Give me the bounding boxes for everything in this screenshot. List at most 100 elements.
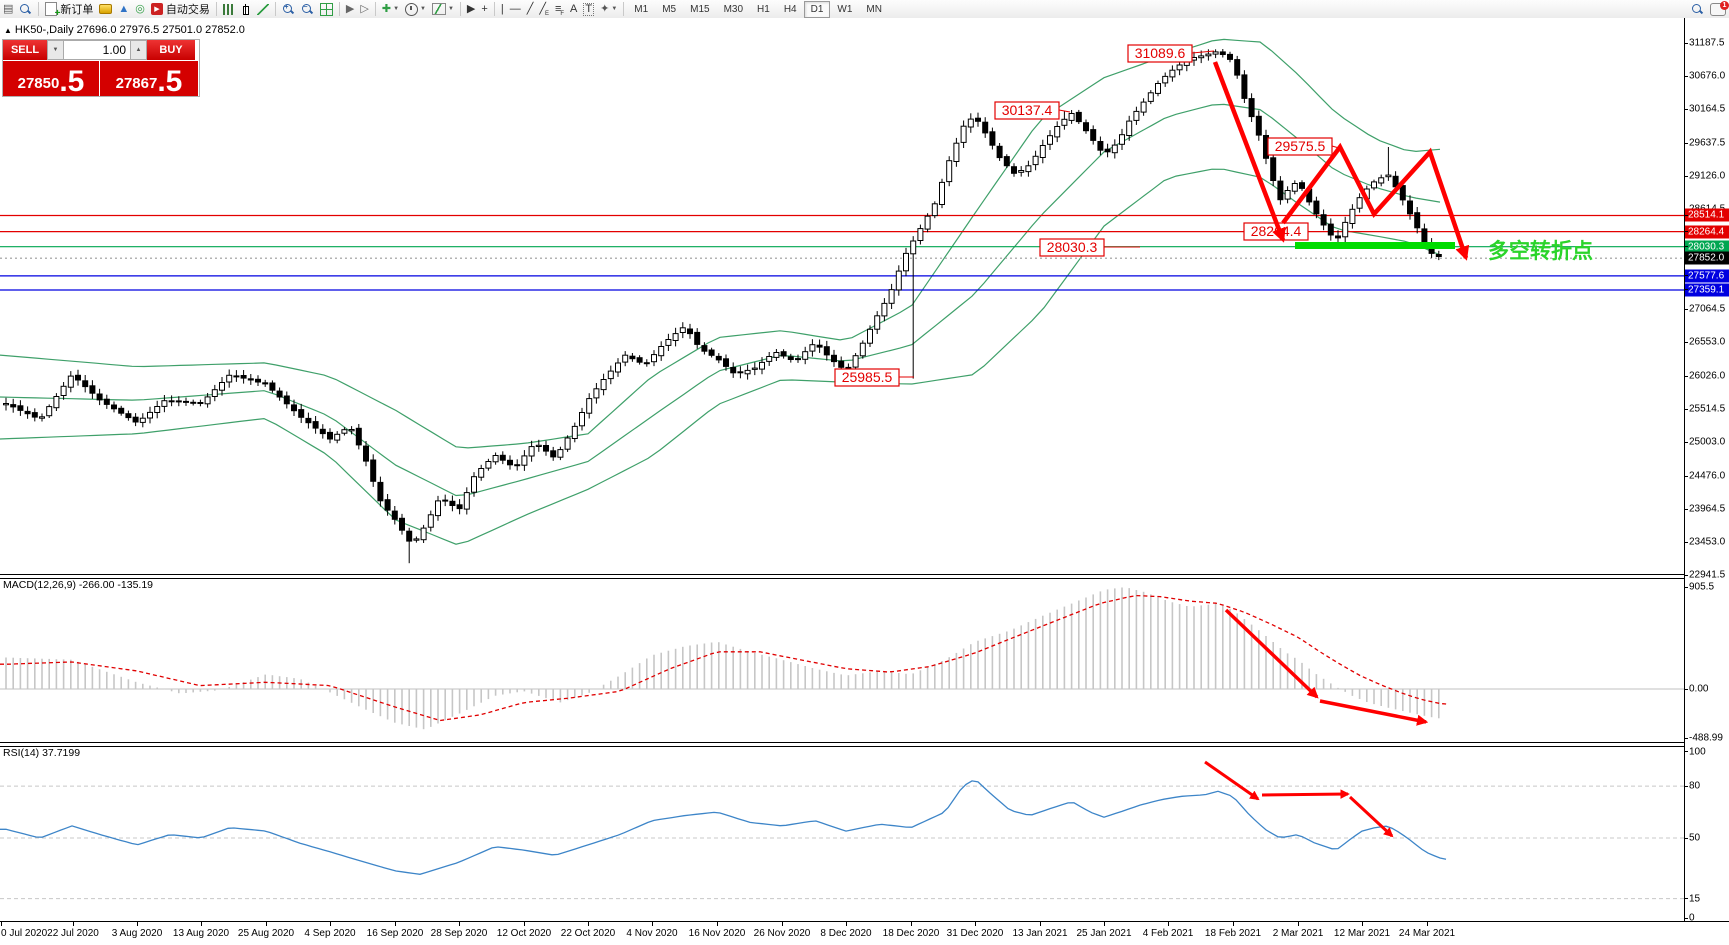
trend-arrow[interactable] — [1281, 142, 1470, 261]
candle-body — [348, 429, 355, 432]
upload-icon[interactable]: ▲ — [115, 1, 132, 17]
text-icon[interactable]: A — [567, 1, 580, 17]
candle-body — [96, 393, 103, 401]
price-tag-27577.6: 27577.6 — [1685, 269, 1729, 283]
templates-icon[interactable]: ▼ — [429, 1, 457, 17]
trend-arrow[interactable] — [1212, 61, 1286, 243]
rsi-trend-arrow[interactable] — [1261, 789, 1350, 799]
signal-icon[interactable]: ◎ — [132, 1, 148, 17]
channel-icon[interactable]: ╱ E — [536, 1, 552, 17]
price-callout-box[interactable] — [1267, 137, 1333, 156]
candle-body — [53, 396, 60, 409]
candlestick-mode-icon[interactable] — [237, 1, 254, 17]
bar-chart-mode-icon[interactable] — [220, 1, 237, 17]
trendline-icon[interactable]: ╱ — [524, 1, 537, 17]
indicators-icon[interactable]: ✚ ▼ — [379, 1, 402, 17]
zoom-out-icon[interactable]: − — [298, 1, 317, 17]
support-highlight-bar[interactable] — [1295, 242, 1455, 249]
macd-panel[interactable] — [0, 578, 1684, 743]
toolbar-separator — [623, 2, 625, 16]
horizontal-line-icon[interactable]: — — [507, 1, 524, 17]
price-callout-box[interactable] — [1039, 238, 1105, 257]
candle-body — [111, 404, 117, 410]
sell-button[interactable]: SELL — [3, 40, 47, 60]
candle-body — [593, 388, 600, 399]
panel-separator[interactable] — [0, 742, 1729, 747]
turning-point-annotation[interactable]: 多空转折点 — [1488, 239, 1593, 263]
axis-tick — [1427, 922, 1428, 926]
macd-trend-arrow[interactable] — [1224, 608, 1319, 699]
crosshair-icon[interactable]: + — [478, 1, 490, 17]
periods-icon[interactable]: ▼ — [402, 1, 429, 17]
candle-body — [1111, 144, 1118, 154]
timeframe-MN[interactable]: MN — [866, 3, 882, 15]
axis-tick — [588, 922, 589, 926]
vertical-line-icon[interactable]: | — [498, 1, 507, 17]
price-callout-box[interactable] — [834, 368, 900, 387]
candle-body — [60, 385, 67, 396]
candle-body — [723, 358, 729, 367]
volume-decrease-button[interactable]: ▼ — [47, 40, 64, 60]
timeframe-H1[interactable]: H1 — [757, 3, 770, 15]
search-icon[interactable] — [1688, 1, 1707, 17]
timeframe-M1[interactable]: M1 — [634, 3, 649, 15]
timeframe-W1[interactable]: W1 — [837, 3, 853, 15]
timeframe-H4[interactable]: H4 — [783, 3, 797, 15]
date-label: 24 Mar 2021 — [1398, 928, 1456, 939]
date-label: 18 Dec 2020 — [882, 928, 940, 939]
buy-button[interactable]: BUY — [147, 40, 195, 60]
tile-windows-icon[interactable] — [317, 1, 336, 17]
chat-icon[interactable]: 1 — [1707, 0, 1729, 17]
timeframe-M30[interactable]: M30 — [723, 3, 744, 15]
macd-trend-arrow[interactable] — [1319, 699, 1429, 726]
candle-body — [463, 492, 470, 510]
candle-body — [528, 446, 535, 457]
main-price-chart[interactable]: 31089.630137.429575.528264.428030.325985… — [0, 18, 1684, 574]
candle-body — [514, 464, 521, 467]
auto-scroll-icon[interactable]: ▶ — [343, 1, 357, 17]
candle-body — [492, 455, 499, 463]
timeframe-D1[interactable]: D1 — [803, 0, 831, 18]
timeframe-M5[interactable]: M5 — [662, 3, 677, 15]
volume-increase-button[interactable]: ▲ — [130, 40, 147, 60]
volume-input[interactable] — [64, 40, 130, 60]
candle-body — [1140, 101, 1147, 113]
collapse-panel-icon[interactable]: ▲ — [4, 26, 12, 35]
timeframe-M15[interactable]: M15 — [690, 3, 710, 15]
templates-icon — [431, 3, 446, 15]
candle-body — [298, 409, 305, 418]
shapes-icon[interactable]: ✦ ▼ — [597, 1, 620, 17]
price-callout-box[interactable] — [994, 101, 1060, 120]
candle-body — [787, 356, 794, 360]
axis-tick — [73, 922, 74, 926]
new-chart-icon[interactable]: ▤ — [0, 1, 16, 17]
zoom-in-icon[interactable]: + — [279, 1, 298, 17]
axis-tick-label: 80 — [1689, 780, 1701, 792]
price-callout-box[interactable] — [1127, 44, 1193, 63]
cursor-icon[interactable]: ▶ — [464, 1, 478, 17]
candlestick-mode-icon — [240, 3, 251, 15]
autotrade-button[interactable]: ▶ 自动交易 — [148, 1, 213, 17]
gold-icon[interactable] — [96, 1, 115, 17]
chart-window[interactable]: ▲ HK50-,Daily 27696.0 27976.5 27501.0 278… — [0, 18, 1729, 945]
new-order-button[interactable]: 新订单 — [42, 1, 96, 19]
buy-price[interactable]: 27867.5 — [100, 61, 198, 96]
pan el-separator[interactable] — [0, 574, 1729, 579]
chart-shift-icon: ▷ — [360, 2, 369, 15]
date-label: 4 Feb 2021 — [1142, 928, 1194, 939]
chart-profiles-icon[interactable] — [16, 1, 35, 17]
label-icon[interactable]: T — [580, 1, 597, 17]
rsi-panel[interactable] — [0, 745, 1684, 921]
time-axis[interactable]: 0 Jul 2020 22 Jul 2020 3 Aug 2020 13 Aug 20… — [0, 921, 1729, 945]
rsi-trend-arrow[interactable] — [1204, 760, 1260, 801]
candle-body — [399, 517, 405, 531]
chart-shift-icon[interactable]: ▷ — [357, 1, 371, 17]
rsi-trend-arrow[interactable] — [1348, 795, 1394, 838]
price-axis[interactable]: 31187.530676.030164.529637.529126.028614… — [1684, 18, 1729, 924]
axis-tick — [1685, 751, 1688, 752]
fibonacci-icon[interactable]: ≡ F — [552, 1, 567, 17]
axis-tick — [1685, 574, 1688, 576]
sell-price[interactable]: 27850.5 — [3, 61, 99, 96]
low-value: 27501.0 — [162, 24, 203, 36]
line-chart-mode-icon[interactable] — [254, 1, 272, 17]
